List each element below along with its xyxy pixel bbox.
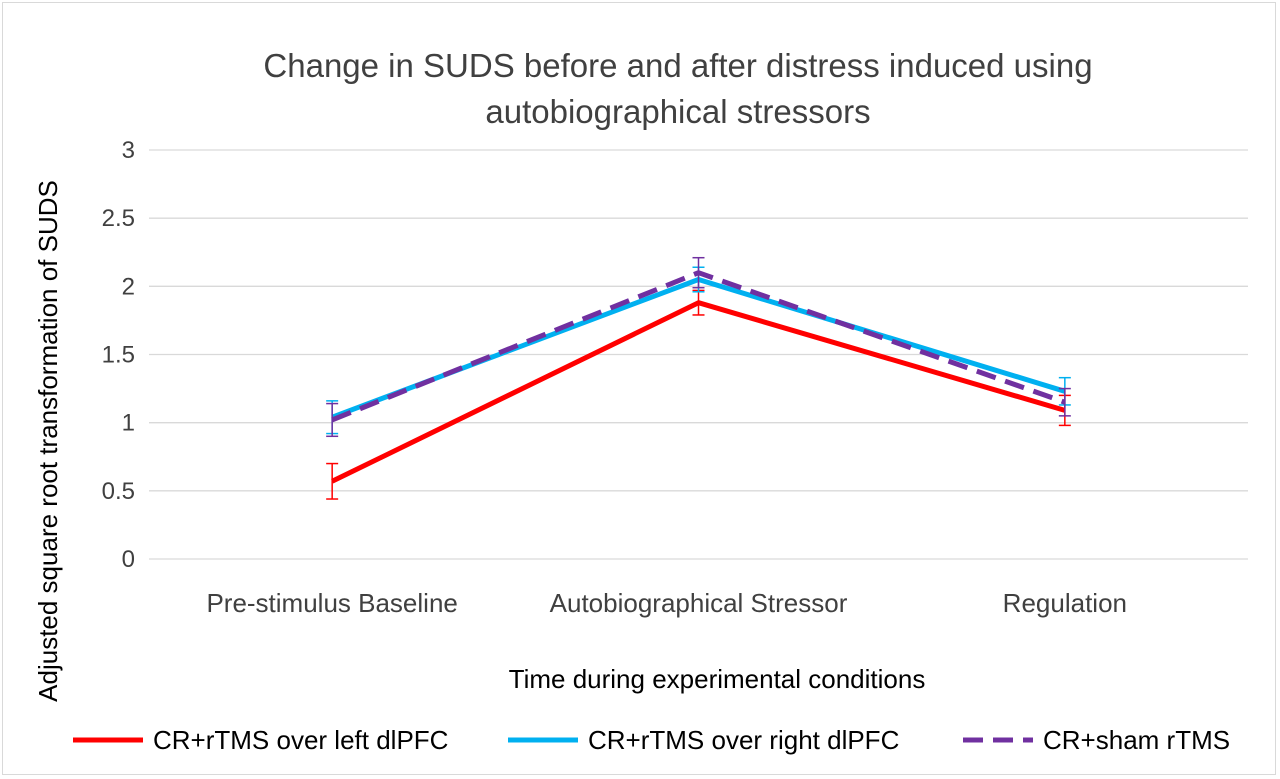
series-1 (326, 289, 1071, 500)
y-tick-label: 0.5 (102, 478, 135, 505)
x-category-label: Autobiographical Stressor (550, 588, 848, 618)
y-axis-title: Adjusted square root transformation of S… (33, 180, 63, 702)
y-tick-label: 2.5 (102, 205, 135, 232)
y-tick-label: 1 (122, 410, 135, 437)
y-tick-label: 3 (122, 137, 135, 164)
y-tick-label: 2 (122, 273, 135, 300)
y-tick-labels: 0 0.5 1 1.5 2 2.5 3 (102, 137, 135, 573)
chart-title-line-2: autobiographical stressors (485, 93, 870, 130)
legend-label: CR+rTMS over right dlPFC (588, 725, 899, 755)
chart-title-line-1: Change in SUDS before and after distress… (263, 47, 1092, 84)
gridlines (149, 149, 1248, 560)
series-2 (326, 266, 1071, 435)
x-category-label: Regulation (1003, 588, 1127, 618)
x-axis-title: Time during experimental conditions (509, 664, 926, 694)
series-layer (326, 256, 1071, 500)
series-line (331, 270, 1066, 423)
x-category-labels: Pre-stimulus Baseline Autobiographical St… (206, 588, 1127, 618)
legend-label: CR+rTMS over left dlPFC (153, 725, 448, 755)
legend-label: CR+sham rTMS (1043, 725, 1230, 755)
series-3 (326, 256, 1071, 438)
series-line (331, 300, 1066, 484)
x-category-label: Pre-stimulus Baseline (206, 588, 457, 618)
legend: CR+rTMS over left dlPFC CR+rTMS over righ… (73, 725, 1230, 755)
y-tick-label: 0 (122, 546, 135, 573)
chart-svg: 0 0.5 1 1.5 2 2.5 3 Pre-stimulus Baseline Autob… (33, 47, 1248, 755)
y-tick-label: 1.5 (102, 342, 135, 369)
